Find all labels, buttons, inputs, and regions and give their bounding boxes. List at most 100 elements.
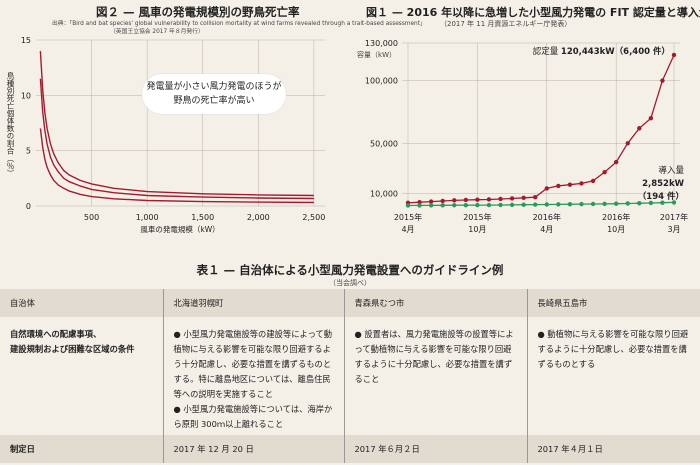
fig1-ytick-label: 10,000 (370, 189, 398, 198)
fig1-point-2 (602, 201, 607, 207)
fig1-series-line-1 (407, 54, 675, 204)
fig1-point-2 (660, 200, 665, 205)
fig1-point-1 (590, 178, 596, 184)
fig1-point-1 (637, 126, 642, 131)
fig2-source: 出典：「Bird and bat species' global vulnera… (52, 21, 426, 27)
fig2-series-line-3 (39, 128, 314, 204)
fig2-ytick-label: 10 (21, 91, 31, 100)
fig1-point-1 (613, 159, 619, 165)
fig2-grid (36, 39, 325, 207)
table-row-conditions: 自然環境への配慮事項、 建設規制および困難な区域の条件 ● 小型風力発電施設等の… (0, 317, 700, 435)
cell-goto-conditions: ● 動植物に与える影響を可能な限り回避するように十分配慮し、必要な措置を講ずるも… (526, 317, 700, 435)
fig1-point-2 (625, 201, 630, 206)
fig2-xticks: 500 1,000 1,500 2,000 2,500 (84, 213, 325, 222)
fig1-series-line-2 (407, 201, 675, 207)
fig1-xtick-year: 2016年 (533, 212, 561, 222)
header-goto: 長崎県五島市 (526, 289, 700, 317)
guideline-table: 自治体 北海道羽幌町 青森県むつ市 長崎県五島市 自然環境への配慮事項、 建設規… (0, 289, 700, 463)
cell-goto-date: 2017 年４月１日 (526, 435, 700, 463)
fig1-chart: 2015年 4月 2015年 10月 2016年 4月 2016年 10月 2017年 3月 10… (357, 39, 688, 234)
fig1-point-2 (428, 203, 434, 208)
table-header-row: 自治体 北海道羽幌町 青森県むつ市 長崎県五島市 (0, 289, 700, 317)
fig1-xtick-year: 2016年 (602, 212, 630, 222)
fig1-grid (402, 42, 680, 206)
fig1-annot-cert: 認定量 120,443kW（6,400 件） (533, 46, 670, 57)
fig1-point-2 (567, 202, 573, 207)
fig1-xtick-month: 10月 (468, 225, 486, 234)
fig2-xlabel: 風車の発電規模（kW） (140, 224, 219, 234)
row-label-conditions-1: 自然環境への配慮事項、 (10, 329, 102, 339)
fig1-ytick-label: 50,000 (370, 139, 398, 148)
fig1-ytick-label: 100,000 (365, 77, 398, 86)
fig1-point-1 (625, 141, 630, 146)
fig1-point-2 (440, 203, 445, 208)
fig1-point-2 (590, 201, 596, 207)
fig1-point-1 (417, 200, 422, 205)
fig1-point-1 (602, 169, 607, 175)
fig1-point-1 (475, 197, 480, 202)
fig1-subtitle: （2017 年 11 月資源エネルギー庁発表） (440, 20, 572, 28)
fig1-point-1 (671, 52, 677, 58)
fig2-xtick-label: 1,500 (191, 213, 214, 222)
header-municipality: 自治体 (0, 289, 163, 317)
fig1-point-1 (428, 199, 434, 204)
fig1-point-2 (498, 202, 503, 208)
fig1-point-2 (544, 202, 549, 207)
row-label-date: 制定日 (0, 435, 163, 463)
fig1-point-2 (405, 203, 411, 208)
fig1-point-1 (648, 116, 654, 121)
haboro-bullet-2: ● 小型風力発電施設等については、海岸から原則 300ｍ以上離れること (173, 404, 333, 429)
fig1-point-2 (648, 200, 654, 206)
fig1-lines (405, 52, 677, 208)
fig1-point-1 (463, 197, 469, 203)
fig1-point-2 (533, 202, 538, 207)
fig2-ylabel: 鳥種別死亡個体数の割合（％） (6, 72, 15, 177)
fig2-source-2: （英国王立協会 2017 年８月発行） (110, 29, 204, 35)
fig1-point-2 (613, 201, 619, 206)
fig1-xtick-month: 4月 (401, 225, 414, 234)
fig1-point-2 (521, 202, 526, 207)
cell-haboro-date: 2017 年 12 月 20 日 (162, 435, 344, 463)
fig1-xtick-year: 2015年 (463, 212, 491, 222)
fig1-point-1 (567, 182, 573, 187)
fig1-point-1 (544, 186, 549, 191)
fig1-point-1 (486, 197, 492, 202)
fig1-annot-intro-2: 2,852kW (642, 179, 685, 189)
table-row-date: 制定日 2017 年 12 月 20 日 2017 年６月２日 2017 年４月… (0, 435, 700, 463)
fig2-ytick-label: 5 (26, 147, 31, 156)
fig2-ytick-label: 0 (26, 202, 31, 211)
fig1-point-1 (579, 181, 584, 186)
fig1-xtick-year: 2017年 (660, 212, 688, 222)
fig1-yticks: 10,000 50,000 100,000 130,000 (365, 39, 398, 198)
fig2-title: 図２ — 風車の発電規模別の野鳥死亡率 (96, 5, 300, 19)
row-label-conditions-2: 建設規制および困難な区域の条件 (10, 344, 135, 354)
fig1-point-1 (452, 198, 457, 203)
fig1-point-2 (452, 203, 457, 208)
cell-haboro-conditions: ● 小型風力発電施設等の建設等によって動植物に与える影響を可能な限り回避するよう… (162, 317, 344, 435)
fig2-series-line-2 (39, 78, 314, 200)
fig1-point-1 (498, 196, 503, 202)
fig1-ytick-label: 130,000 (365, 39, 398, 48)
fig1-point-2 (475, 202, 480, 208)
fig1-point-2 (509, 202, 515, 208)
fig1-xtick-month: 10月 (607, 225, 625, 234)
fig2-xtick-label: 500 (84, 213, 99, 222)
fig1-point-2 (417, 203, 422, 208)
fig1-title: 図１ — 2016 年以降に急増した小型風力発電の FIT 認定量と導入量 (366, 6, 700, 19)
header-mutsu: 青森県むつ市 (343, 289, 527, 317)
fig1-ylabel: 容量（kW） (357, 50, 396, 59)
fig1-point-2 (486, 202, 492, 208)
fig1-point-1 (509, 196, 515, 201)
fig1-annot-intro-1: 導入量 (658, 165, 684, 176)
fig1-annot-intro-3: （194 件） (638, 191, 684, 202)
table1-title: 表１ — 自治体による小型風力発電設置へのガイドライン例 (196, 263, 504, 277)
fig1-point-2 (556, 202, 561, 207)
fig2-xtick-label: 1,000 (136, 213, 159, 222)
row-label-conditions: 自然環境への配慮事項、 建設規制および困難な区域の条件 (0, 317, 163, 435)
fig1-point-2 (637, 201, 642, 206)
fig1-point-1 (556, 183, 561, 189)
fig1-xticks: 2015年 4月 2015年 10月 2016年 4月 2016年 10月 2017年 3月 (394, 212, 688, 234)
fig2-callout: 発電量が小さい風力発電のほうが 野鳥の死亡率が高い (142, 74, 286, 114)
fig2-xtick-label: 2,500 (302, 213, 325, 222)
fig2-yticks: 0 5 10 15 (21, 36, 31, 211)
